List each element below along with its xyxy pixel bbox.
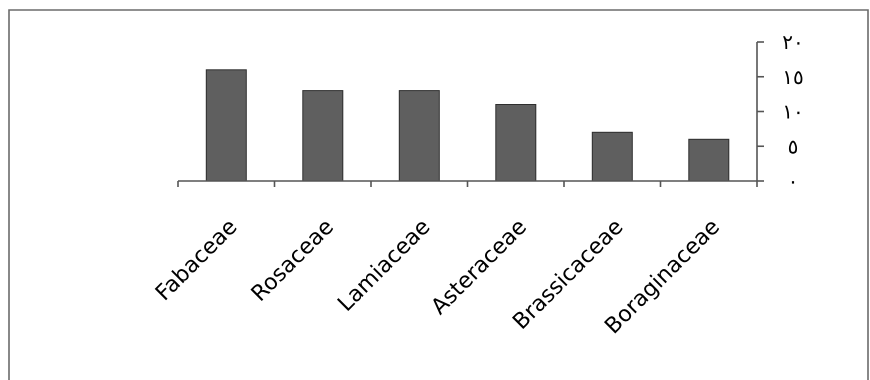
bar-brassicaceae bbox=[591, 131, 633, 182]
bars-layer bbox=[205, 69, 730, 182]
x-ticks-layer bbox=[177, 181, 758, 187]
bar-rosaceae bbox=[302, 90, 344, 182]
y-tick-label: ٢٠ bbox=[782, 30, 803, 54]
x-tick-label-rosaceae: Rosaceae bbox=[247, 215, 339, 307]
bar-boraginaceae bbox=[688, 138, 730, 182]
x-tick-label-fabaceae: Fabaceae bbox=[151, 215, 242, 306]
y-tick-label: ٠ bbox=[788, 169, 799, 193]
y-tick-label: ٥ bbox=[788, 134, 799, 158]
chart-frame-border bbox=[8, 9, 869, 380]
x-labels-layer: Fabaceae RosaceaeLamiaceaeAsteraceaeBrass… bbox=[151, 215, 725, 340]
bar-fabaceae bbox=[205, 69, 247, 182]
y-ticks-layer: ٠ ٥ ١٠ ١٥ ٢٠ bbox=[757, 30, 804, 193]
y-tick-label: ١٠ bbox=[782, 100, 803, 124]
bar-asteraceae bbox=[495, 104, 537, 182]
x-tick-label-asteraceae: Asteraceae bbox=[427, 215, 532, 320]
y-tick-label: ١٥ bbox=[782, 65, 803, 89]
bar-lamiaceae bbox=[398, 90, 440, 182]
x-tick-label-lamiaceae: Lamiaceae bbox=[333, 215, 435, 317]
